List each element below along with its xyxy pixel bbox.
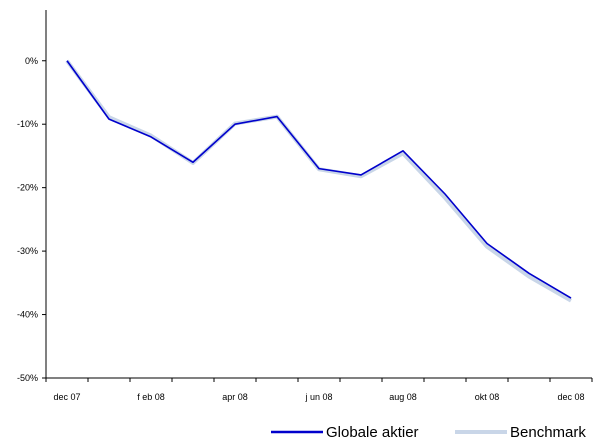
y-tick-label: 0% — [25, 56, 38, 66]
x-ticks: dec 07 f eb 08 apr 08 j un 08 aug 08 okt 08 de… — [46, 378, 592, 402]
series-line-benchmark — [67, 61, 571, 301]
legend-label: Benchmark — [510, 424, 586, 441]
x-tick-label: dec 08 — [557, 392, 584, 402]
y-tick-label: -20% — [17, 183, 38, 193]
series-layer — [67, 61, 571, 301]
x-tick-label: okt 08 — [475, 392, 500, 402]
x-tick-label: dec 07 — [53, 392, 80, 402]
y-tick-label: -30% — [17, 246, 38, 256]
y-tick-label: -50% — [17, 373, 38, 383]
x-tick-label: aug 08 — [389, 392, 417, 402]
x-tick-label: f eb 08 — [137, 392, 165, 402]
y-tick-label: -40% — [17, 310, 38, 320]
axes — [46, 10, 592, 378]
x-tick-label: apr 08 — [222, 392, 248, 402]
y-ticks: 0% -10% -20% -30% -40% -50% — [17, 56, 46, 383]
x-tick-label: j un 08 — [304, 392, 332, 402]
legend-label: Globale aktier — [326, 424, 419, 441]
legend: Globale aktier Benchmark — [271, 424, 586, 441]
series-line-globale-aktier — [67, 61, 571, 298]
y-tick-label: -10% — [17, 119, 38, 129]
